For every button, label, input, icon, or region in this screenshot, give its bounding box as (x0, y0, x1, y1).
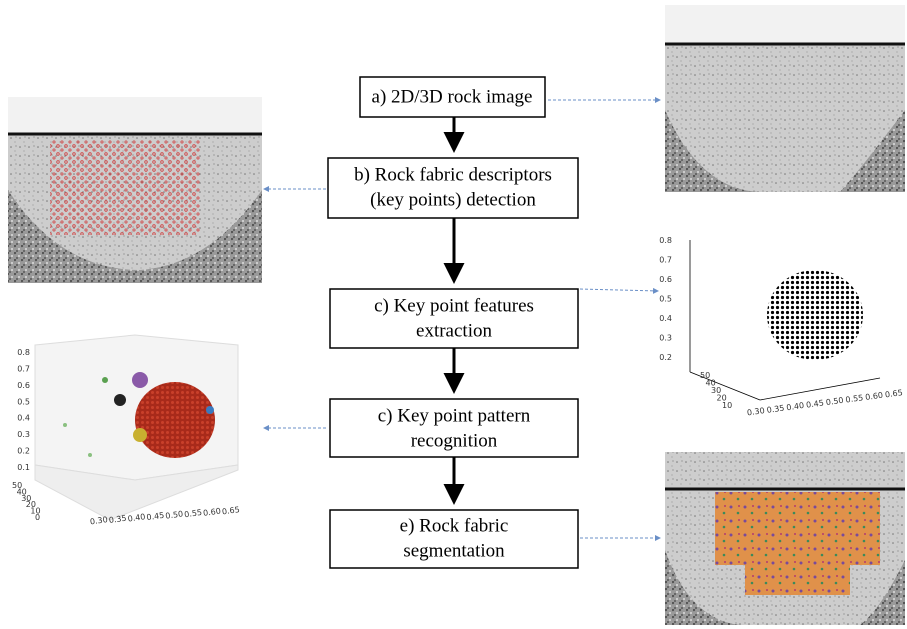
x-tick-label: 0.50 (165, 509, 184, 520)
step-label: e) Rock fabric (400, 515, 509, 536)
step-label: c) Key point features (374, 295, 534, 316)
z-tick-label: 0.6 (659, 275, 672, 284)
x-tick-label: 0.45 (146, 511, 165, 522)
step-label: b) Rock fabric descriptors (354, 164, 552, 185)
x-tick-label: 0.40 (786, 401, 805, 412)
z-tick-label: 0.8 (659, 236, 672, 245)
z-tick-label: 0.4 (659, 314, 672, 323)
z-tick-label: 0.6 (17, 381, 30, 390)
x-tick-label: 0.55 (845, 393, 864, 404)
z-tick-label: 0.1 (17, 463, 30, 472)
z-tick-label: 0.7 (17, 364, 30, 373)
rock-image-key-points (8, 97, 262, 283)
step-label: a) 2D/3D rock image (372, 86, 533, 107)
page: 0.80.70.60.50.40.30.20.1504030201000.300… (0, 0, 907, 629)
z-tick-label: 0.7 (659, 256, 672, 265)
z-tick-label: 0.2 (659, 353, 672, 362)
x-tick-label: 0.60 (865, 391, 884, 402)
rock-image-top-right (665, 5, 905, 192)
x-tick-label: 0.50 (825, 396, 844, 407)
step-label: (key points) detection (370, 189, 536, 210)
x-tick-label: 0.35 (766, 403, 785, 414)
x-tick-label: 0.60 (203, 506, 222, 517)
z-tick-label: 0.2 (17, 447, 30, 456)
step-label: c) Key point pattern (378, 405, 531, 426)
x-tick-label: 0.45 (806, 398, 825, 409)
step-label: extraction (416, 320, 492, 341)
z-tick-label: 0.4 (17, 414, 30, 423)
step-label: segmentation (403, 540, 505, 561)
x-tick-label: 0.30 (89, 515, 108, 526)
y-tick-label: 10 (722, 401, 732, 410)
z-tick-label: 0.3 (17, 430, 30, 439)
x-tick-label: 0.65 (221, 505, 240, 516)
x-tick-label: 0.65 (884, 388, 903, 399)
x-tick-label: 0.55 (184, 508, 203, 519)
diagram: 0.80.70.60.50.40.30.20.1504030201000.300… (0, 0, 907, 629)
rock-image-segmentation (665, 452, 905, 625)
z-tick-label: 0.5 (659, 295, 672, 304)
x-tick-label: 0.40 (127, 512, 146, 523)
z-tick-label: 0.5 (17, 397, 30, 406)
z-tick-label: 0.3 (659, 334, 672, 343)
y-tick-label: 0 (35, 513, 40, 522)
step-label: recognition (411, 430, 498, 451)
x-tick-label: 0.35 (108, 514, 127, 525)
z-tick-label: 0.8 (17, 348, 30, 357)
x-tick-label: 0.30 (746, 406, 765, 417)
